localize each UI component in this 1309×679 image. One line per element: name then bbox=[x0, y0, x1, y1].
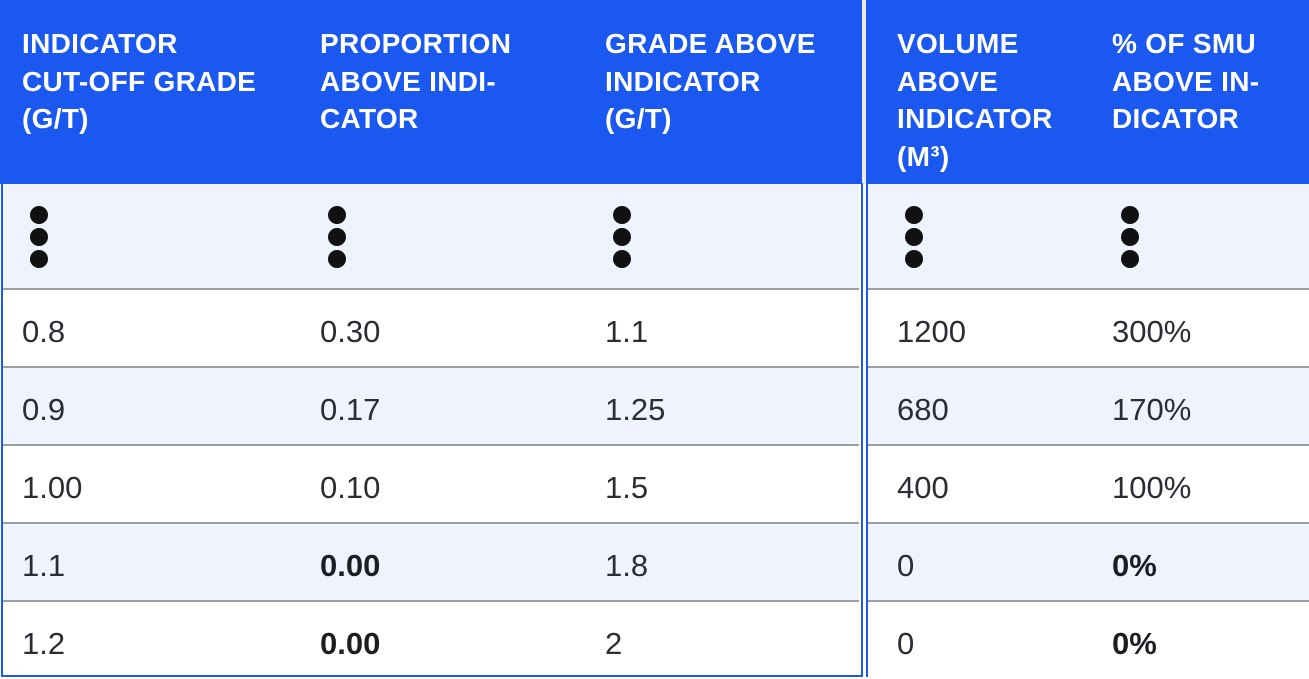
table-cell: 1.1 bbox=[22, 548, 66, 583]
right-table-border bbox=[866, 183, 1309, 677]
table-cell: 2 bbox=[605, 626, 623, 661]
table-cell: 1.00 bbox=[22, 470, 83, 505]
header-proportion-above: PROPORTION ABOVE INDI- CATOR bbox=[320, 28, 512, 134]
row-bg bbox=[868, 368, 1309, 444]
row-bg bbox=[3, 524, 859, 600]
table-cell: 1.1 bbox=[605, 314, 649, 349]
header-grade-above: GRADE ABOVE INDICATOR (G/T) bbox=[605, 28, 816, 134]
vertical-ellipsis-icon bbox=[328, 206, 346, 268]
table-cell: 0.10 bbox=[320, 470, 381, 505]
vertical-ellipsis-icon bbox=[905, 206, 923, 268]
ellipsis-row-right bbox=[868, 184, 1309, 289]
row-divider bbox=[3, 444, 859, 446]
table-cell-bold: 0.00 bbox=[320, 548, 381, 583]
ellipsis-row bbox=[3, 184, 859, 289]
table-cell: 1.5 bbox=[605, 470, 649, 505]
table-cell-bold: 0.00 bbox=[320, 626, 381, 661]
row-divider bbox=[3, 366, 859, 368]
table-cell: 1.25 bbox=[605, 392, 666, 427]
table-cell: 1.8 bbox=[605, 548, 649, 583]
row-divider bbox=[868, 522, 1309, 524]
row-divider bbox=[868, 288, 1309, 290]
row-divider bbox=[868, 444, 1309, 446]
row-divider bbox=[3, 600, 859, 602]
table-cell: 0.9 bbox=[22, 392, 66, 427]
table-cell: 0.8 bbox=[22, 314, 66, 349]
header-cutoff-grade: INDICATOR CUT-OFF GRADE (G/T) bbox=[22, 28, 257, 134]
header-divider bbox=[862, 0, 866, 184]
table-cell: 300% bbox=[1112, 314, 1192, 349]
table-cell: 680 bbox=[897, 392, 949, 427]
row-bg bbox=[868, 524, 1309, 600]
header-percent-smu: % OF SMU ABOVE IN- DICATOR bbox=[1112, 28, 1260, 134]
header-volume-above: VOLUME ABOVE INDICATOR (M³) bbox=[897, 28, 1053, 172]
table-header bbox=[0, 0, 1309, 184]
table-cell: 1.2 bbox=[22, 626, 66, 661]
vertical-ellipsis-icon bbox=[30, 206, 48, 268]
table-cell: 1200 bbox=[897, 314, 966, 349]
row-bg bbox=[3, 368, 859, 444]
table-cell: 100% bbox=[1112, 470, 1192, 505]
table-cell-bold: 0% bbox=[1112, 626, 1157, 661]
table-cell: 400 bbox=[897, 470, 949, 505]
left-table-border bbox=[1, 183, 863, 677]
table-cell: 0.30 bbox=[320, 314, 381, 349]
row-divider bbox=[3, 522, 859, 524]
table-cell: 0.17 bbox=[320, 392, 381, 427]
row-divider bbox=[3, 288, 859, 290]
vertical-ellipsis-icon bbox=[613, 206, 631, 268]
row-divider bbox=[868, 600, 1309, 602]
row-divider bbox=[868, 366, 1309, 368]
table-cell-bold: 0% bbox=[1112, 548, 1157, 583]
table-cell: 170% bbox=[1112, 392, 1192, 427]
table-cell: 0 bbox=[897, 626, 915, 661]
table-cell: 0 bbox=[897, 548, 915, 583]
vertical-ellipsis-icon bbox=[1121, 206, 1139, 268]
